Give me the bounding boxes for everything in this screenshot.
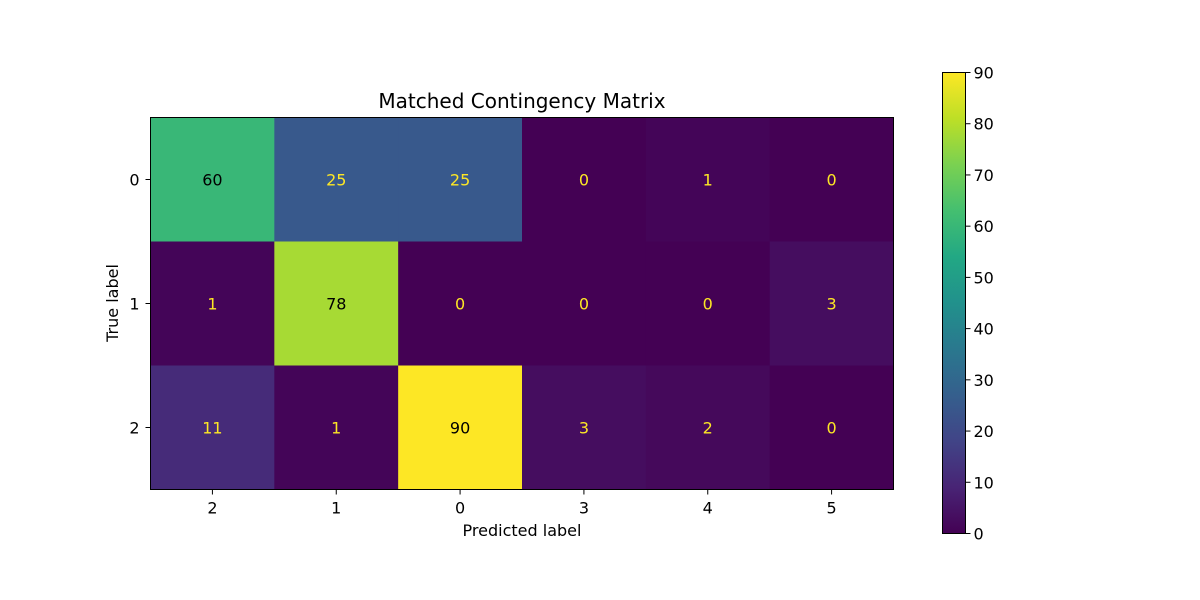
x-axis-label: Predicted label [463,521,582,540]
colorbar-tick-label: 60 [974,217,994,236]
colorbar-tick-label: 20 [974,422,994,441]
cell-value-label: 2 [703,419,713,438]
x-tick-label: 2 [207,499,217,518]
heatmap-cell [645,241,771,366]
cell-value-label: 25 [326,171,346,190]
heatmap-cell [398,241,523,366]
heatmap-cell [398,117,523,242]
heatmap-cell [150,117,275,242]
colorbar: 0 10 20 30 40 50 60 70 80 90 [942,64,994,544]
y-axis: 0 1 2 [129,171,151,438]
heatmap-cell [150,241,275,366]
cell-value-label: 0 [826,419,836,438]
colorbar-tick-label: 10 [974,473,994,492]
heatmap-cell [274,241,399,366]
cell-value-label: 25 [450,171,470,190]
cell-value-label: 0 [703,295,713,314]
cell-value-label: 0 [579,295,589,314]
colorbar-tick-label: 90 [974,64,994,83]
heatmap-cell [645,117,771,242]
x-tick-label: 1 [331,499,341,518]
x-tick-label: 5 [826,499,836,518]
cell-value-label: 1 [703,171,713,190]
colorbar-tick-label: 50 [974,268,994,287]
heatmap-cell [769,241,894,366]
y-tick-label: 2 [129,419,139,438]
cell-value-label: 90 [450,419,470,438]
heatmap-cell [274,117,399,242]
cell-value-label: 78 [326,295,346,314]
y-tick-label: 0 [129,171,139,190]
heatmap-cell [274,365,399,490]
colorbar-tick-label: 80 [974,115,994,134]
heatmap-cell [150,365,275,490]
cell-value-label: 60 [202,171,222,190]
heatmap-cell [398,365,523,490]
colorbar-tick-label: 0 [974,525,984,544]
cell-value-label: 3 [579,419,589,438]
colorbar-tick-label: 30 [974,371,994,390]
x-tick-label: 4 [703,499,713,518]
colorbar-frame [942,72,966,534]
y-tick-label: 1 [129,295,139,314]
chart-title: Matched Contingency Matrix [378,89,665,113]
cell-value-label: 1 [331,419,341,438]
cell-value-label: 0 [579,171,589,190]
heatmap-cell [522,365,647,490]
cell-value-label: 0 [826,171,836,190]
heatmap-cell [769,117,894,242]
heatmap-cell [522,117,647,242]
heatmap-cells: 60 25 25 0 1 01 78 0 0 0 311 1 90 3 2 0 [150,117,894,490]
x-tick-label: 0 [455,499,465,518]
heatmap-cell [769,365,894,490]
cell-value-label: 3 [826,295,836,314]
x-axis: 2 1 0 3 4 5 [207,489,837,518]
colorbar-tick-label: 70 [974,166,994,185]
x-tick-label: 3 [579,499,589,518]
y-axis-label: True label [103,264,122,343]
cell-value-label: 1 [207,295,217,314]
colorbar-tick-label: 40 [974,320,994,339]
heatmap-cell [522,241,647,366]
cell-value-label: 0 [455,295,465,314]
heatmap-cell [645,365,771,490]
colorbar-gradient [942,72,966,534]
cell-value-label: 11 [202,419,222,438]
